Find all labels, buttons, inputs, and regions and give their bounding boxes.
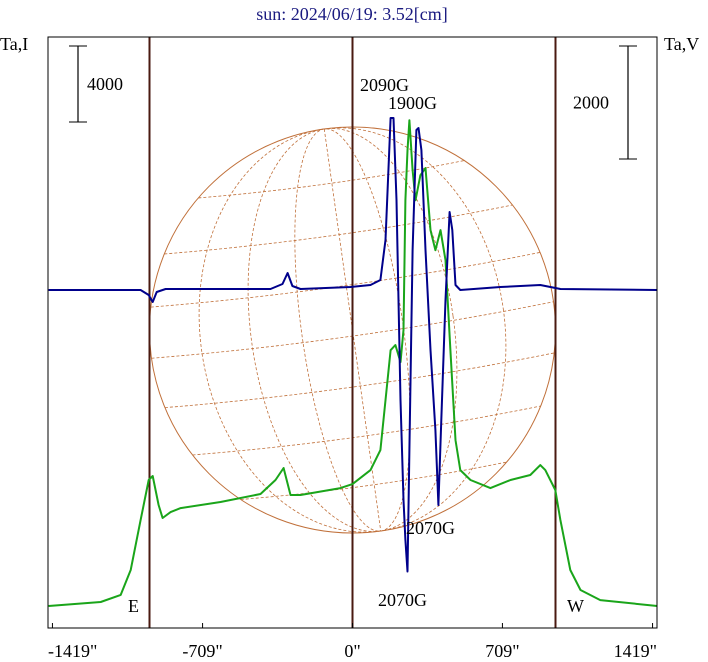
annotation: 1900G bbox=[388, 93, 437, 113]
annotation: 2070G bbox=[406, 518, 455, 538]
y2-axis-label: Ta,V bbox=[664, 34, 699, 54]
annotation: 2090G bbox=[360, 75, 409, 95]
x-tick-label: -1419" bbox=[48, 641, 97, 661]
y-scale-bar-label: 4000 bbox=[87, 74, 123, 94]
series-line bbox=[48, 117, 658, 573]
y-axis-label: Ta,I bbox=[0, 34, 28, 54]
plot-area bbox=[48, 37, 658, 628]
chart-title: sun: 2024/06/19: 3.52[cm] bbox=[256, 4, 448, 24]
parallel bbox=[151, 301, 554, 359]
x-tick-label: 1419" bbox=[614, 641, 657, 661]
plot-frame bbox=[47, 36, 658, 629]
y2-scale-bar-label: 2000 bbox=[573, 93, 609, 113]
x-tick-label: 709" bbox=[485, 641, 519, 661]
series-line bbox=[48, 119, 658, 607]
disk-grid bbox=[150, 127, 555, 533]
annotation: 2070G bbox=[378, 590, 427, 610]
parallel bbox=[164, 204, 513, 255]
x-tick-label: -709" bbox=[182, 641, 222, 661]
parallel bbox=[150, 251, 541, 308]
parallel bbox=[164, 352, 555, 409]
annotation: E bbox=[128, 596, 139, 616]
annotation: W bbox=[567, 596, 584, 616]
parallel bbox=[192, 405, 541, 456]
x-tick-label: 0" bbox=[344, 641, 360, 661]
